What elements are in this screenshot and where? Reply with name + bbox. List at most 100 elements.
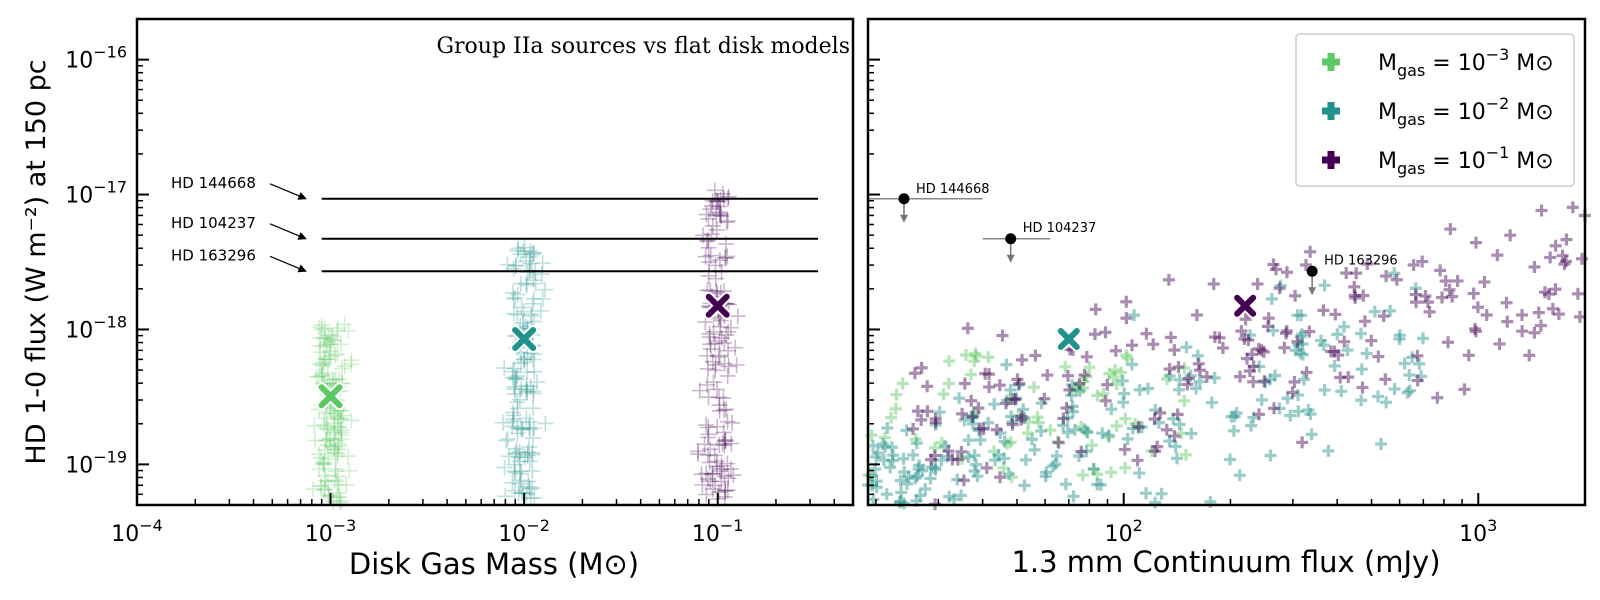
left-panel-point bbox=[718, 214, 735, 231]
right-panel-point bbox=[974, 422, 987, 435]
legend: Mgas = 10−3 M⊙ Mgas = 10−2 M⊙ Mgas = 10−1 … bbox=[1295, 33, 1575, 187]
left-panel-point bbox=[332, 424, 349, 441]
left-panel-point bbox=[513, 381, 530, 398]
left-panel-point bbox=[719, 413, 736, 430]
left-panel-point bbox=[313, 367, 330, 384]
right-panel-point bbox=[1253, 360, 1266, 373]
right-panel-point bbox=[1205, 396, 1218, 409]
right-panel-point bbox=[885, 441, 898, 454]
left-panel-point bbox=[711, 252, 728, 269]
right-panel-point bbox=[966, 410, 979, 423]
left-panel-point bbox=[520, 439, 537, 456]
left-panel-point bbox=[709, 193, 726, 210]
right-panel-point bbox=[941, 450, 954, 463]
left-panel-point bbox=[338, 476, 355, 493]
right-panel-point bbox=[896, 377, 909, 390]
right-panel-point bbox=[1172, 383, 1185, 396]
left-panel-point bbox=[505, 290, 522, 307]
right-panel-point bbox=[1031, 411, 1044, 424]
right-panel-point bbox=[1434, 264, 1447, 277]
left-panel-point bbox=[712, 205, 729, 222]
left-panel-point bbox=[316, 481, 333, 498]
right-panel-point bbox=[1021, 427, 1034, 440]
right-panel-point bbox=[1532, 306, 1545, 319]
left-panel-point bbox=[311, 460, 328, 477]
left-panel-point bbox=[698, 417, 715, 434]
right-panel-point bbox=[1436, 291, 1449, 304]
left-panel-point bbox=[521, 480, 538, 497]
left-panel-point bbox=[708, 221, 725, 238]
right-panel-point bbox=[1368, 305, 1381, 318]
right-panel-point bbox=[1268, 402, 1281, 415]
legend-entry-label: Mgas = 10−3 M⊙ bbox=[1378, 45, 1554, 80]
left-panel-point bbox=[506, 456, 523, 473]
left-panel-median-marker bbox=[510, 324, 539, 353]
right-panel-point bbox=[1257, 346, 1270, 359]
right-panel-point bbox=[1133, 467, 1146, 480]
left-panel-point bbox=[523, 307, 540, 324]
left-panel-point bbox=[518, 485, 535, 502]
right-panel-point bbox=[1208, 371, 1221, 384]
right-panel-point bbox=[960, 349, 973, 362]
left-panel-point bbox=[719, 367, 736, 384]
left-panel-point bbox=[311, 337, 328, 354]
left-panel-point bbox=[720, 470, 737, 487]
right-panel-xlabel: 1.3 mm Continuum flux (mJy) bbox=[1011, 545, 1440, 579]
left-panel-point bbox=[537, 281, 554, 298]
right-panel-point bbox=[1544, 251, 1557, 264]
right-panel-point bbox=[1121, 432, 1134, 445]
left-panel-point bbox=[332, 494, 349, 511]
right-panel-point bbox=[1004, 383, 1017, 396]
left-panel-point bbox=[312, 330, 329, 347]
right-panel-point bbox=[958, 414, 971, 427]
right-panel-point bbox=[1233, 370, 1246, 383]
left-panel-median-marker bbox=[316, 382, 345, 411]
right-panel-point bbox=[1059, 360, 1072, 373]
right-panel-xtick-label: 103 bbox=[1459, 516, 1497, 547]
left-panel-point bbox=[323, 404, 340, 421]
right-panel-point bbox=[1190, 309, 1203, 322]
left-panel-point bbox=[525, 245, 542, 262]
right-panel-point bbox=[1099, 394, 1112, 407]
right-panel-point bbox=[1523, 349, 1536, 362]
right-panel-point bbox=[1331, 328, 1344, 341]
right-panel-point bbox=[928, 449, 941, 462]
left-panel-point bbox=[522, 306, 539, 323]
left-panel-point bbox=[515, 303, 532, 320]
left-panel-point bbox=[509, 286, 526, 303]
left-panel-point bbox=[712, 204, 729, 221]
left-panel-source-label: HD 163296 bbox=[171, 246, 256, 264]
right-panel-point bbox=[1119, 412, 1132, 425]
left-panel-point bbox=[324, 371, 341, 388]
left-panel-point bbox=[525, 351, 542, 368]
left-panel-point bbox=[527, 275, 544, 292]
left-panel-point bbox=[513, 299, 530, 316]
left-panel-point bbox=[322, 438, 339, 455]
left-panel-point bbox=[312, 449, 329, 466]
right-panel-point bbox=[1516, 325, 1529, 338]
left-panel-point bbox=[690, 446, 707, 463]
right-panel-point bbox=[1255, 344, 1268, 357]
right-panel-point bbox=[921, 405, 934, 418]
left-panel-point bbox=[524, 444, 541, 461]
right-panel-point bbox=[1302, 404, 1315, 417]
right-panel-point bbox=[1462, 349, 1475, 362]
right-panel-point bbox=[1087, 463, 1100, 476]
right-panel-point bbox=[1175, 427, 1188, 440]
left-panel-point bbox=[720, 323, 737, 340]
left-panel-point bbox=[511, 475, 528, 492]
right-panel-point bbox=[1355, 363, 1368, 376]
right-panel-point bbox=[1006, 418, 1019, 431]
right-panel-point bbox=[1444, 223, 1457, 236]
right-panel-point bbox=[1245, 348, 1258, 361]
left-panel-point bbox=[727, 339, 744, 356]
right-panel-point bbox=[1292, 405, 1305, 418]
left-panel-point bbox=[701, 454, 718, 471]
right-panel-point bbox=[1147, 338, 1160, 351]
right-panel-point bbox=[951, 473, 964, 486]
right-panel-point bbox=[1280, 327, 1293, 340]
right-panel-point bbox=[1094, 478, 1107, 491]
right-panel-point bbox=[907, 422, 920, 435]
right-panel-point bbox=[1040, 466, 1053, 479]
left-panel-point bbox=[313, 317, 330, 334]
